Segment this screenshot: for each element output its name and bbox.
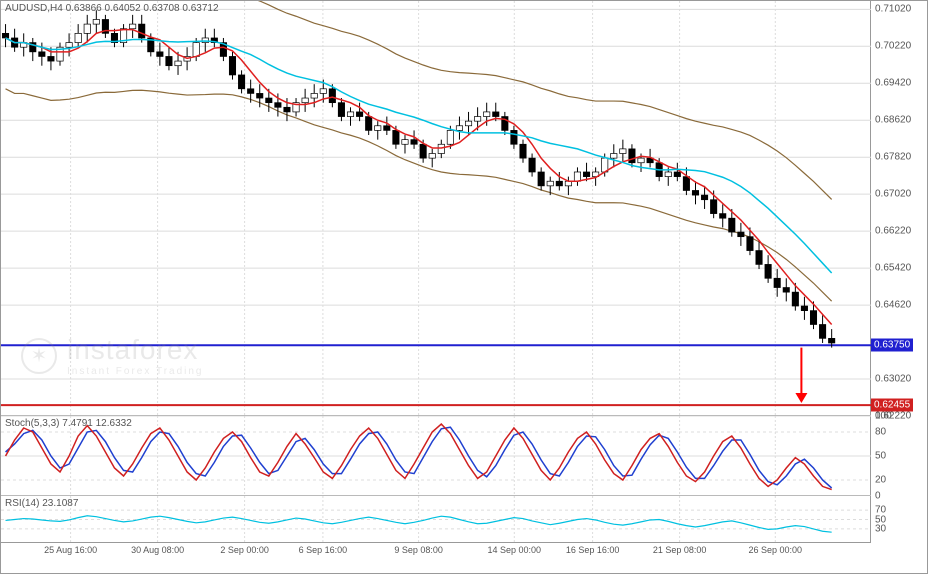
time-axis: 25 Aug 16:00 30 Aug 08:00 2 Sep 00:00 6 Sep… [1,543,871,575]
xaxis-tick: 14 Sep 00:00 [488,545,542,555]
yaxis-tick: 0.65420 [875,263,911,274]
xaxis-tick: 9 Sep 08:00 [394,545,443,555]
yaxis-tick: 0.71020 [875,4,911,15]
yaxis-tick: 0.70220 [875,41,911,52]
rsi-tick: 50 [875,514,886,525]
blue-price-label: 0.63750 [871,339,913,352]
xaxis-tick: 30 Aug 08:00 [131,545,184,555]
xaxis-tick: 25 Aug 16:00 [44,545,97,555]
watermark: ✶ instaforex Instant Forex Trading [21,334,204,377]
stochastic-chart[interactable]: Stoch(5,3,3) 7.4791 12.6332 [1,416,871,496]
yaxis-tick: 0.69420 [875,78,911,89]
main-price-chart[interactable]: ✶ instaforex Instant Forex Trading [1,1,871,416]
rsi-chart[interactable]: RSI(14) 23.1087 [1,496,871,543]
rsi-svg [1,496,871,543]
rsi-tick: 70 [875,505,886,516]
ohlc-label: 0.63866 0.64052 0.63708 0.63712 [66,3,219,14]
watermark-icon: ✶ [21,338,57,374]
xaxis-tick: 2 Sep 00:00 [220,545,269,555]
symbol-label: AUDUSD,H4 [5,3,63,14]
yaxis-tick: 0.67820 [875,152,911,163]
chart-container: AUDUSD,H4 0.63866 0.64052 0.63708 0.6371… [0,0,928,574]
yaxis-tick: 0.67020 [875,189,911,200]
watermark-text: instaforex [67,334,204,366]
xaxis-tick: 26 Sep 00:00 [749,545,803,555]
yaxis-tick: 0.66220 [875,226,911,237]
stoch-tick: 100 [875,411,892,422]
main-yaxis: 0.71020 0.70220 0.69420 0.68620 0.67820 0.670… [871,1,928,416]
rsi-label: RSI(14) 23.1087 [5,498,78,509]
xaxis-tick: 21 Sep 08:00 [653,545,707,555]
yaxis-tick: 0.63020 [875,374,911,385]
stoch-label: Stoch(5,3,3) 7.4791 12.6332 [5,418,132,429]
stoch-tick: 50 [875,451,886,462]
stoch-yaxis: 0205080100 [871,416,928,496]
watermark-subtext: Instant Forex Trading [67,366,204,377]
xaxis-tick: 16 Sep 16:00 [566,545,620,555]
stoch-tick: 20 [875,475,886,486]
stoch-tick: 80 [875,427,886,438]
chart-header: AUDUSD,H4 0.63866 0.64052 0.63708 0.6371… [5,3,219,14]
yaxis-tick: 0.64620 [875,300,911,311]
yaxis-tick: 0.68620 [875,115,911,126]
rsi-yaxis: 305070 [871,496,928,543]
xaxis-tick: 6 Sep 16:00 [299,545,348,555]
rsi-tick: 30 [875,523,886,534]
